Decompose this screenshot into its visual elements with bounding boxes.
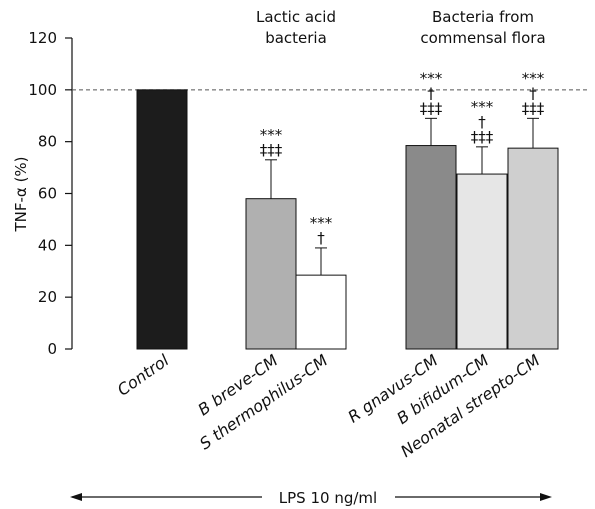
significance-marker: ‡‡‡ bbox=[420, 99, 443, 117]
x-axis-label: LPS 10 ng/ml bbox=[279, 489, 377, 507]
y-ticks: 0 20 40 60 80 100 120 bbox=[28, 29, 72, 358]
significance-marker: ‡‡‡ bbox=[471, 128, 494, 146]
group-label: Lactic acid bbox=[256, 8, 336, 26]
x-tick-label: Control bbox=[114, 350, 173, 399]
y-tick-label: 80 bbox=[38, 133, 57, 151]
significance-marker: *** bbox=[310, 214, 333, 232]
group-labels: Lactic acid bacteria Bacteria from commensa… bbox=[256, 8, 546, 47]
bar bbox=[136, 89, 188, 350]
significance-marker: *** bbox=[420, 69, 443, 87]
significance-marker: † bbox=[317, 229, 325, 247]
significance-marker: † bbox=[529, 84, 537, 102]
y-tick-label: 40 bbox=[38, 236, 57, 254]
bars: ***‡‡‡***†***†‡‡‡ ***†‡‡‡***†‡‡‡ bbox=[136, 69, 559, 350]
group-label: commensal flora bbox=[420, 29, 545, 47]
bar bbox=[295, 274, 347, 350]
y-tick-label: 20 bbox=[38, 288, 57, 306]
significance-marker: ‡‡‡ bbox=[260, 141, 283, 159]
significance-marker: *** bbox=[471, 98, 494, 116]
bar bbox=[507, 147, 559, 350]
y-tick-label: 60 bbox=[38, 185, 57, 203]
bar bbox=[245, 198, 297, 350]
y-tick-label: 100 bbox=[28, 81, 57, 99]
y-tick-label: 0 bbox=[47, 340, 57, 358]
x-axis-arrow bbox=[70, 493, 552, 501]
significance-marker: ‡‡‡ bbox=[522, 99, 545, 117]
bar bbox=[456, 173, 508, 350]
significance-marker: † bbox=[427, 84, 435, 102]
y-tick-label: 120 bbox=[28, 29, 57, 47]
x-tick-labels: Control B breve-CMS thermophilus-CM R gnav… bbox=[114, 350, 544, 461]
significance-marker: *** bbox=[522, 69, 545, 87]
group-label: bacteria bbox=[265, 29, 327, 47]
significance-marker: *** bbox=[260, 126, 283, 144]
group-label: Bacteria from bbox=[432, 8, 534, 26]
y-axis-label: TNF-α (%) bbox=[12, 156, 30, 232]
bar bbox=[405, 145, 457, 350]
significance-marker: † bbox=[478, 113, 486, 131]
